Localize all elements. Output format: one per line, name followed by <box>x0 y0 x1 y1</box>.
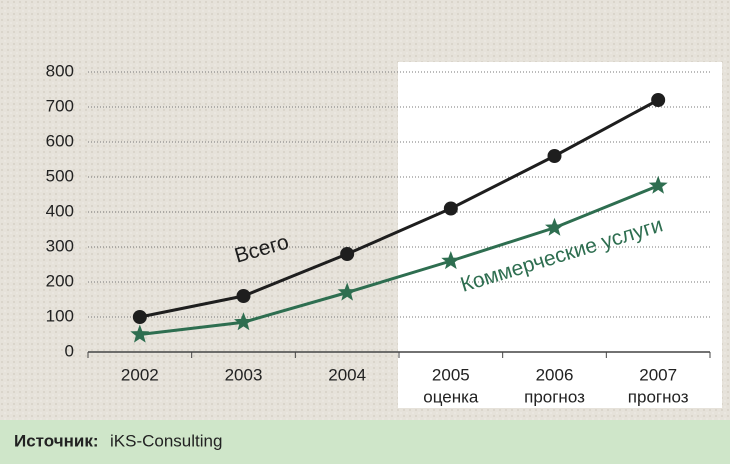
circle-marker <box>443 201 458 216</box>
series-line <box>139 184 659 336</box>
circle-marker <box>547 149 562 163</box>
x-tick-label: 2007 <box>639 365 677 384</box>
star-marker <box>441 251 461 270</box>
star-marker <box>130 324 150 343</box>
star-marker <box>545 217 564 236</box>
star-marker <box>648 175 668 194</box>
x-tick-label: 2003 <box>225 365 263 384</box>
y-tick-label: 0 <box>65 341 74 360</box>
x-tick-note: прогноз <box>628 387 689 406</box>
circle-marker <box>132 310 147 324</box>
y-tick-label: 800 <box>46 61 74 80</box>
y-tick-label: 400 <box>46 201 74 220</box>
circle-marker <box>340 247 355 261</box>
x-tick-label: 2005 <box>432 365 470 384</box>
series-line <box>139 98 659 319</box>
x-tick-label: 2004 <box>328 365 366 384</box>
source: iKS-Consulting <box>110 431 222 450</box>
star-marker <box>337 282 357 301</box>
x-tick-label: 2006 <box>536 365 574 384</box>
y-tick-label: 700 <box>46 96 74 115</box>
y-tick-label: 300 <box>46 236 74 255</box>
circle-marker <box>236 289 251 303</box>
x-tick-note: прогноз <box>524 387 585 406</box>
y-tick-label: 200 <box>46 271 74 290</box>
y-tick-label: 100 <box>46 306 74 325</box>
source-label: Источник: <box>14 431 99 450</box>
star-marker <box>234 312 253 331</box>
x-tick-label: 2002 <box>121 365 159 384</box>
y-tick-label: 500 <box>46 166 74 185</box>
y-tick-label: 600 <box>46 131 74 150</box>
x-tick-note: оценка <box>423 387 479 406</box>
circle-marker <box>651 93 666 107</box>
source-band <box>0 420 730 464</box>
